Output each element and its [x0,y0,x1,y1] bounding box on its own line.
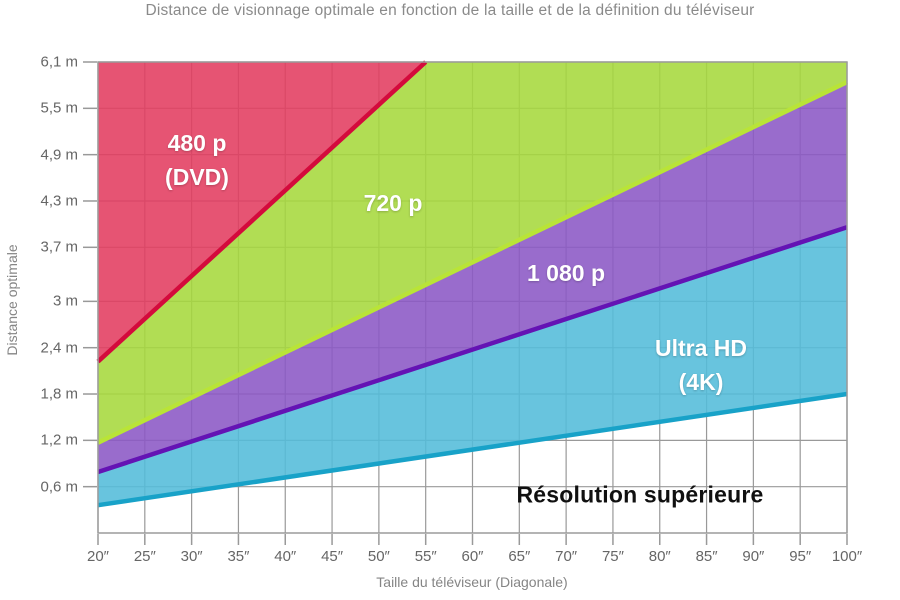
y-tick-label: 5,5 m [40,99,78,117]
region-label-1080p: 1 080 p [527,256,605,290]
y-tick-label: 4,3 m [40,192,78,210]
x-axis-title: Taille du téléviseur (Diagonale) [376,574,568,590]
x-tick-label: 35″ [227,548,250,565]
y-tick-label: 0,6 m [40,478,78,496]
region-area-uhd [98,227,847,506]
x-tick-label: 75″ [601,548,624,565]
x-tick-label: 30″ [180,548,203,565]
x-tick-label: 55″ [414,548,437,565]
region-label-uhd-line2: (4K) [678,369,724,395]
region-area-1080p [98,82,847,473]
x-tick-label: 90″ [742,548,765,565]
region-label-480p-line2: (DVD) [165,164,229,190]
x-tick-label: 45″ [321,548,344,565]
region-label-1080p-line1: 1 080 p [527,260,605,286]
x-tick-label: 85″ [695,548,718,565]
y-tick-label: 4,9 m [40,146,78,164]
x-tick-label: 20″ [87,548,109,565]
region-area-720p [98,62,847,443]
x-tick-label: 100″ [831,548,863,565]
chart-title: Distance de visionnage optimale en fonct… [145,2,755,19]
y-tick-label: 1,2 m [40,431,78,449]
x-tick-label: 40″ [274,548,297,565]
region-label-720p-line1: 720 p [363,190,423,216]
region-label-480p: 480 p (DVD) [165,126,229,194]
boundary-line-480p [96,60,428,364]
y-tick-label: 6,1 m [40,53,78,71]
x-tick-label: 60″ [461,548,484,565]
region-area-480p [98,62,847,362]
boundary-line-uhd [97,391,848,508]
x-tick-label: 25″ [133,548,156,565]
x-tick-label: 95″ [789,548,812,565]
plot-border [97,61,848,534]
boundary-line-720p [97,80,848,445]
region-label-480p-line1: 480 p [167,130,227,156]
y-tick-label: 2,4 m [40,339,78,357]
x-tick-label: 70″ [555,548,578,565]
y-tick-label: 3,7 m [40,238,78,256]
x-tick-label: 50″ [367,548,390,565]
region-label-720p: 720 p [364,186,423,220]
region-label-uhd-line1: Ultra HD [654,335,748,361]
x-tick-label: 65″ [508,548,531,565]
boundary-line-1080p [97,225,848,475]
y-tick-label: 3 m [52,292,78,310]
x-tick-label: 80″ [648,548,671,565]
region-label-superior: Résolution supérieure [516,481,764,508]
y-tick-label: 1,8 m [40,385,78,403]
region-label-uhd: Ultra HD (4K) [655,331,747,399]
